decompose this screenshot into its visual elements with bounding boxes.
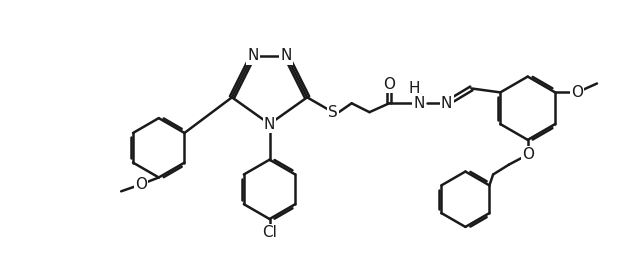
Text: S: S [328, 105, 338, 120]
Text: O: O [135, 177, 147, 192]
Text: N: N [247, 48, 259, 63]
Text: H: H [408, 81, 420, 96]
Text: N: N [264, 116, 275, 132]
Text: O: O [522, 147, 534, 162]
Text: O: O [571, 85, 583, 100]
Text: N: N [281, 48, 292, 63]
Text: O: O [383, 77, 396, 92]
Text: Cl: Cl [262, 225, 277, 240]
Text: N: N [441, 96, 452, 111]
Text: N: N [413, 96, 424, 111]
